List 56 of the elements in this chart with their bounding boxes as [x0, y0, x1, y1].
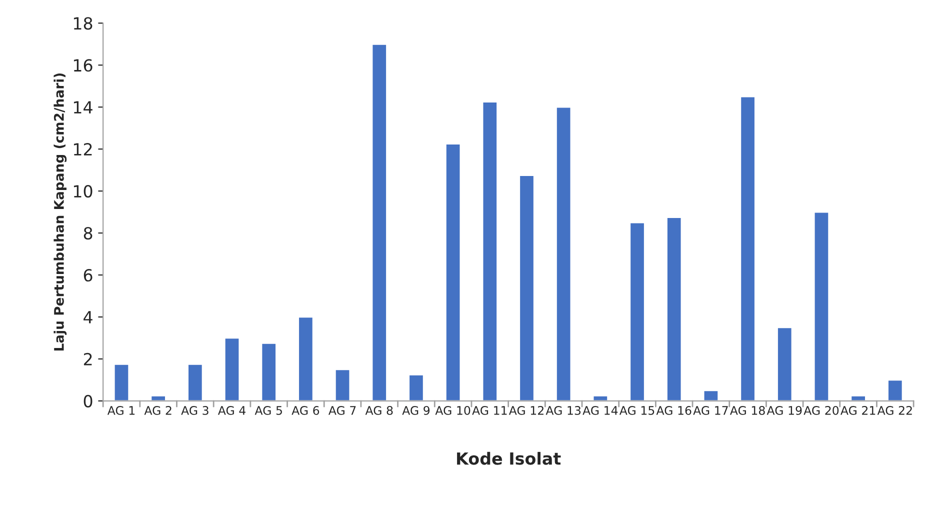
- x-tick-label: AG 17: [693, 406, 728, 415]
- bar: [556, 106, 572, 401]
- bar: [298, 316, 314, 401]
- y-tick-label: 2: [84, 352, 92, 366]
- bar: [371, 43, 388, 401]
- bar: [813, 211, 830, 401]
- y-tick-label: 10: [74, 185, 92, 198]
- bar: [629, 222, 646, 401]
- bar: [482, 101, 498, 401]
- x-tick-label: AG 4: [218, 406, 246, 415]
- y-tick-label: 4: [84, 311, 92, 324]
- y-tick-label: 8: [84, 226, 92, 240]
- bar: [445, 143, 462, 401]
- bar: [518, 174, 535, 401]
- bar: [702, 390, 720, 401]
- bar: [666, 216, 682, 401]
- y-tick-label: 14: [74, 101, 92, 114]
- bar: [334, 368, 351, 401]
- x-tick-label: AG 7: [328, 406, 356, 415]
- y-tick-label: 18: [74, 17, 92, 30]
- x-tick-label: AG 11: [472, 406, 507, 415]
- x-tick-label: AG 16: [656, 406, 692, 415]
- x-tick-label: AG 1: [107, 406, 135, 415]
- bar: [740, 96, 756, 401]
- x-axis-title: Kode Isolat: [457, 452, 561, 465]
- bar: [150, 394, 166, 401]
- x-tick-label: AG 13: [546, 406, 581, 415]
- x-tick-label: AG 5: [254, 406, 282, 415]
- bar: [187, 363, 204, 401]
- x-tick-label: AG 18: [730, 406, 765, 415]
- x-tick-label: AG 10: [435, 406, 470, 415]
- bar: [592, 394, 608, 401]
- bar: [260, 342, 277, 401]
- bar: [887, 379, 904, 401]
- bar: [113, 363, 130, 401]
- x-tick-label: AG 21: [840, 406, 876, 415]
- bar: [776, 326, 793, 401]
- bar: [224, 337, 240, 401]
- x-tick-label: AG 6: [292, 406, 320, 415]
- y-tick-label: 0: [84, 394, 92, 408]
- x-tick-label: AG 20: [804, 406, 839, 415]
- x-tick-label: AG 9: [402, 406, 430, 415]
- x-tick-label: AG 8: [365, 406, 393, 415]
- bar: [408, 374, 424, 401]
- x-tick-label: AG 2: [144, 406, 172, 415]
- x-tick-label: AG 22: [877, 406, 912, 415]
- x-tick-label: AG 14: [582, 406, 618, 415]
- x-tick-label: AG 3: [181, 406, 208, 415]
- y-tick-label: 6: [84, 268, 92, 282]
- bar: [850, 394, 866, 401]
- x-tick-label: AG 15: [619, 406, 654, 415]
- x-tick-label: AG 19: [766, 406, 802, 415]
- y-tick-label: 16: [74, 59, 92, 72]
- y-tick-label: 12: [74, 143, 92, 156]
- x-tick-label: AG 12: [508, 406, 544, 415]
- y-axis-title: Laju Pertumbuhan Kapang (cm2/hari): [54, 73, 67, 351]
